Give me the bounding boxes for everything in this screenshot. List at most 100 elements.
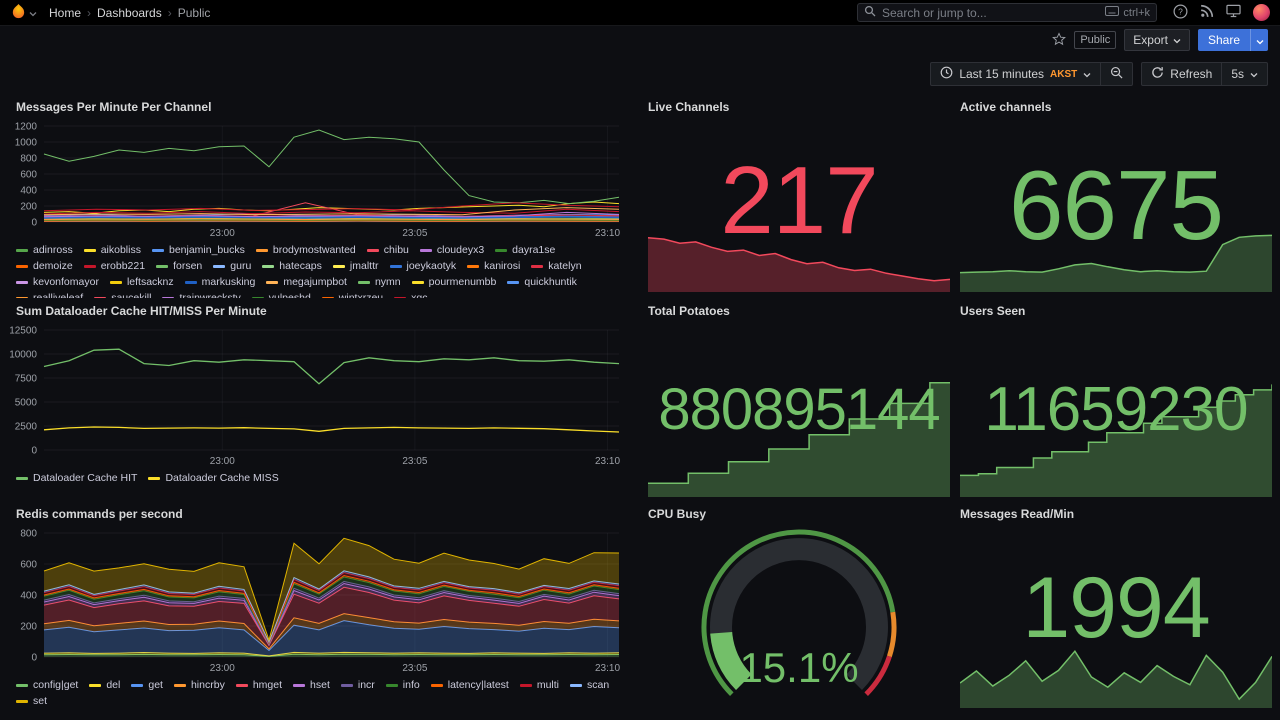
breadcrumb-current: Public (177, 5, 211, 20)
legend-swatch-icon (16, 281, 28, 284)
breadcrumb-dashboards[interactable]: Dashboards (97, 5, 162, 20)
timeseries-chart-messages[interactable]: 0 200 400 600 800 1000 1200 23:00 23:05 23:10 (8, 118, 625, 240)
svg-text:0: 0 (31, 218, 37, 229)
legend-item-hincrby[interactable]: hincrby (173, 679, 225, 692)
legend-item-cloudeyx3[interactable]: cloudeyx3 (419, 244, 484, 257)
panel-title[interactable]: Total Potatoes (648, 304, 730, 318)
legend-item-chibu[interactable]: chibu (366, 244, 409, 257)
legend-item-xqc[interactable]: xqc (394, 292, 427, 298)
legend-item-hset[interactable]: hset (293, 679, 330, 692)
search-input[interactable] (882, 5, 1100, 20)
share-button[interactable]: Share (1197, 29, 1250, 51)
legend-item-benjamin_bucks[interactable]: benjamin_bucks (151, 244, 245, 257)
breadcrumb-home[interactable]: Home (49, 5, 82, 20)
grafana-logo-icon (10, 3, 27, 23)
legend-item-guru[interactable]: guru (213, 260, 251, 273)
legend-label: kevonfomayor (33, 276, 99, 288)
timeseries-chart-dataloader[interactable]: 0 2500 5000 7500 10000 12500 23:00 23:05 23:10 (8, 322, 625, 468)
legend-item-Dataloader Cache MISS[interactable]: Dataloader Cache MISS (148, 472, 279, 485)
legend-item-quickhuntik[interactable]: quickhuntik (507, 276, 577, 289)
legend-item-megajumpbot[interactable]: megajumpbot (266, 276, 347, 289)
panel-cpu-busy: CPU Busy 15.1% (648, 503, 950, 708)
export-button[interactable]: Export (1124, 29, 1190, 51)
favorite-button[interactable] (1052, 31, 1067, 49)
legend-item-trainwreckstv[interactable]: trainwreckstv (162, 292, 241, 298)
stat-value: 217 (720, 147, 878, 254)
legend-label: benjamin_bucks (168, 244, 245, 256)
legend-item-multi[interactable]: multi (519, 679, 559, 692)
legend-item-aikobliss[interactable]: aikobliss (83, 244, 141, 257)
legend-item-info[interactable]: info (385, 679, 420, 692)
legend-item-get[interactable]: get (131, 679, 163, 692)
legend-label: scan (587, 679, 610, 691)
legend-item-incr[interactable]: incr (340, 679, 375, 692)
zoom-out-button[interactable] (1100, 62, 1134, 86)
panel-title[interactable]: CPU Busy (648, 507, 707, 521)
legend-item-Dataloader Cache HIT[interactable]: Dataloader Cache HIT (16, 472, 137, 485)
timezone-label: AKST (1050, 68, 1078, 80)
panel-title[interactable]: Live Channels (648, 100, 730, 114)
legend-item-set[interactable]: set (16, 695, 47, 708)
panel-title[interactable]: Sum Dataloader Cache HIT/MISS Per Minute (16, 304, 267, 318)
legend-item-latency|latest[interactable]: latency|latest (430, 679, 509, 692)
avatar (1253, 4, 1270, 21)
legend-item-katelyn[interactable]: katelyn (531, 260, 582, 273)
panel-title[interactable]: Active channels (960, 100, 1052, 114)
legend-item-config|get[interactable]: config|get (16, 679, 78, 692)
panel-title[interactable]: Messages Read/Min (960, 507, 1075, 521)
legend-item-demoize[interactable]: demoize (16, 260, 73, 273)
legend-label: Dataloader Cache MISS (165, 472, 279, 484)
legend-item-kevonfomayor[interactable]: kevonfomayor (16, 276, 99, 289)
legend-item-nymn[interactable]: nymn (357, 276, 401, 289)
panel-title[interactable]: Redis commands per second (16, 507, 183, 521)
legend-item-wintxrzeu[interactable]: wintxrzeu (321, 292, 384, 298)
legend-item-vulpeshd[interactable]: vulpeshd (251, 292, 311, 298)
dashboard-toolbar: Last 15 minutes AKST Refresh 5s (930, 62, 1268, 86)
legend-label: quickhuntik (524, 276, 577, 288)
legend-item-leftsacknz[interactable]: leftsacknz (109, 276, 174, 289)
legend-item-jmalttr[interactable]: jmalttr (332, 260, 379, 273)
svg-text:23:10: 23:10 (595, 228, 620, 239)
stat-sparkline (960, 379, 1272, 497)
svg-text:200: 200 (20, 622, 37, 633)
refresh-interval-button[interactable]: 5s (1221, 62, 1268, 86)
display-button[interactable] (1226, 4, 1241, 21)
legend-label: wintxrzeu (338, 292, 384, 298)
news-button[interactable] (1200, 4, 1214, 21)
legend-item-adinross[interactable]: adinross (16, 244, 73, 257)
star-icon (1052, 31, 1067, 49)
legend-item-saucekill[interactable]: saucekill (94, 292, 151, 298)
legend-item-hmget[interactable]: hmget (235, 679, 282, 692)
legend-item-pourmenumbb[interactable]: pourmenumbb (411, 276, 496, 289)
legend-item-dayra1se[interactable]: dayra1se (495, 244, 555, 257)
share-menu-button[interactable] (1250, 29, 1268, 51)
legend-swatch-icon (109, 281, 122, 284)
profile-button[interactable] (1253, 4, 1270, 21)
panel-title[interactable]: Users Seen (960, 304, 1026, 318)
legend-item-realliveleaf[interactable]: realliveleaf (16, 292, 83, 298)
legend-item-erobb221[interactable]: erobb221 (83, 260, 145, 273)
help-button[interactable]: ? (1173, 4, 1188, 22)
legend-item-joeykaotyk[interactable]: joeykaotyk (389, 260, 456, 273)
legend-item-forsen[interactable]: forsen (156, 260, 202, 273)
legend-item-del[interactable]: del (89, 679, 120, 692)
legend-item-brodymostwanted[interactable]: brodymostwanted (255, 244, 356, 257)
search-bar[interactable]: ctrl+k (857, 3, 1157, 22)
refresh-button[interactable]: Refresh (1141, 62, 1223, 86)
grafana-logo-button[interactable] (10, 3, 37, 23)
legend-item-kanirosi[interactable]: kanirosi (467, 260, 520, 273)
chevron-down-icon (1250, 67, 1258, 81)
timeseries-chart-redis[interactable]: 0 200 400 600 800 23:00 23:05 23:10 (8, 525, 625, 675)
legend-label: trainwreckstv (179, 292, 241, 298)
rss-icon (1200, 4, 1214, 21)
legend-item-markusking[interactable]: markusking (184, 276, 255, 289)
refresh-group: Refresh 5s (1141, 62, 1268, 86)
svg-text:23:05: 23:05 (402, 663, 427, 674)
panel-title[interactable]: Messages Per Minute Per Channel (16, 100, 212, 114)
time-range-button[interactable]: Last 15 minutes AKST (930, 62, 1102, 86)
legend-item-hatecaps[interactable]: hatecaps (262, 260, 322, 273)
legend-label: kanirosi (484, 260, 521, 272)
stat-sparkline (960, 644, 1272, 708)
legend-item-scan[interactable]: scan (570, 679, 609, 692)
legend-label: del (106, 679, 121, 691)
